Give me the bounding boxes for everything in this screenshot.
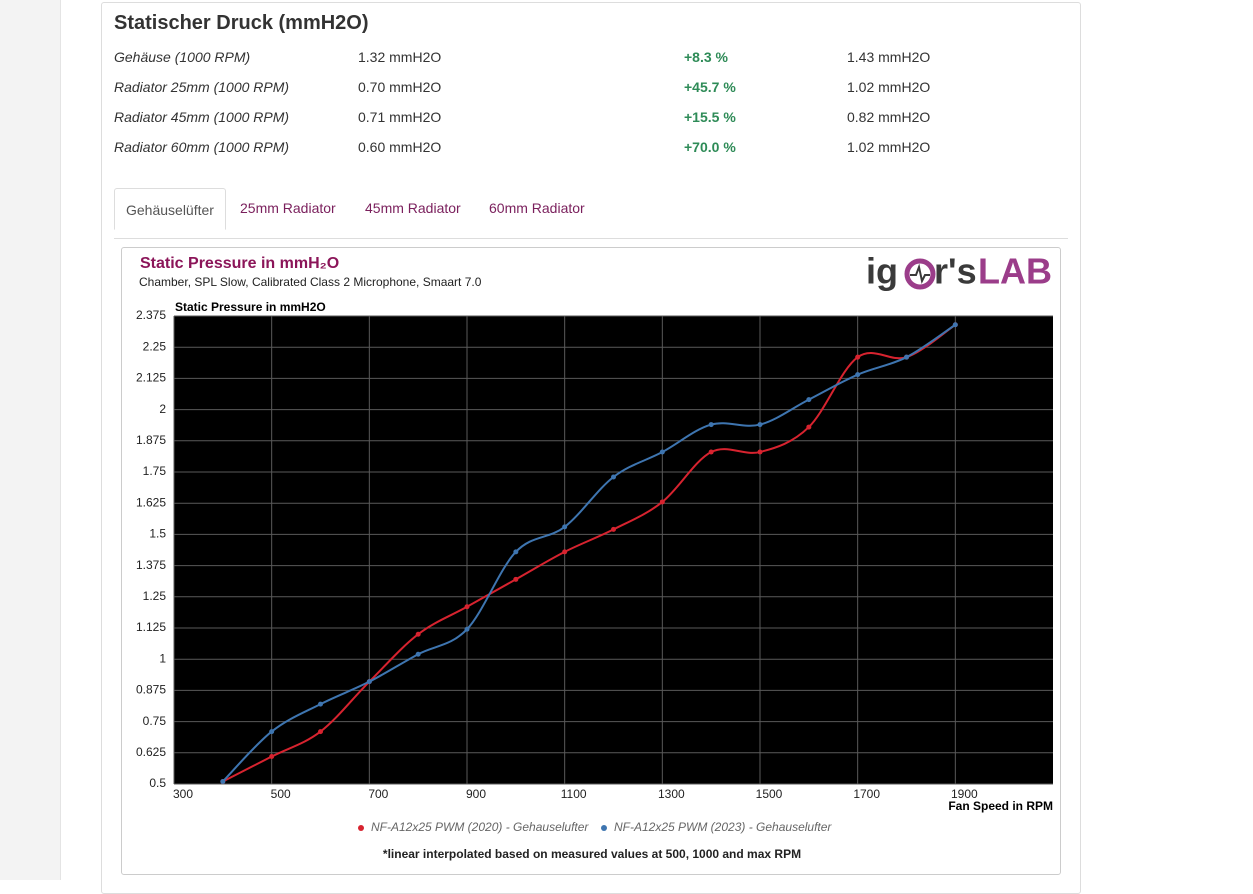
table-cell: +45.7 %: [684, 79, 736, 95]
data-point: [806, 424, 812, 430]
series-line: [222, 323, 956, 783]
table-cell: 1.43 mmH2O: [847, 49, 931, 65]
table-cell: 1.02 mmH2O: [847, 139, 931, 155]
logo-text: LAB: [978, 251, 1052, 292]
y-tick-label: 2.125: [136, 371, 166, 385]
sidebar: [0, 0, 61, 880]
data-point: [415, 631, 421, 637]
logo: ig r's LAB: [866, 251, 1052, 292]
data-point: [318, 729, 323, 735]
data-point: [757, 422, 763, 428]
table-cell: 1.02 mmH2O: [847, 79, 931, 95]
y-tick-label: 2: [159, 402, 166, 416]
data-point: [855, 372, 861, 378]
logo-icon: [904, 258, 936, 290]
chart: Static Pressure in mmH₂O Chamber, SPL Sl…: [136, 251, 1053, 861]
data-point: [659, 449, 665, 455]
table-cell: 0.60 mmH2O: [358, 139, 442, 155]
legend-item[interactable]: NF-A12x25 PWM (2023) - Gehauselufter: [601, 820, 832, 834]
y-tick-label: 1.125: [136, 620, 166, 634]
x-tick-label: 1900: [951, 787, 978, 801]
table-cell: +8.3 %: [684, 49, 728, 65]
data-point: [464, 626, 470, 632]
logo-icon: [910, 263, 930, 284]
chart-subtitle: Chamber, SPL Slow, Calibrated Class 2 Mi…: [139, 275, 482, 289]
data-point: [464, 604, 470, 610]
y-tick-label: 1.5: [149, 527, 166, 541]
data-point: [415, 651, 421, 657]
table-cell: Radiator 60mm (1000 RPM): [114, 139, 290, 155]
logo-text: ig: [866, 251, 898, 292]
x-tick-label: 1300: [658, 787, 685, 801]
y-tick-label: 0.5: [149, 776, 166, 790]
data-point: [806, 397, 812, 403]
tab[interactable]: 25mm Radiator: [240, 200, 336, 216]
data-point: [757, 449, 763, 455]
section-title: Statischer Druck (mmH2O): [114, 12, 369, 34]
data-point: [269, 754, 275, 760]
y-tick-label: 1.25: [143, 589, 167, 603]
y-tick-label: 2.375: [136, 308, 166, 322]
footnote: *linear interpolated based on measured v…: [383, 847, 801, 861]
table-cell: Radiator 25mm (1000 RPM): [114, 79, 290, 95]
tab-bar: Gehäuselüfter 25mm Radiator 45mm Radiator 6…: [114, 188, 1068, 239]
data-point: [562, 524, 568, 530]
table-cell: Gehäuse (1000 RPM): [114, 49, 251, 65]
table-cell: Radiator 45mm (1000 RPM): [114, 109, 290, 125]
y-tick-label: 1.875: [136, 433, 166, 447]
data-point: [513, 549, 519, 555]
table-cell: 0.70 mmH2O: [358, 79, 442, 95]
tab[interactable]: 45mm Radiator: [365, 200, 461, 216]
data-point: [611, 474, 616, 480]
data-point: [269, 729, 275, 735]
data-point: [366, 679, 372, 685]
y-tick-label: 1.75: [143, 464, 167, 478]
y-tick-label: 1.375: [136, 558, 166, 572]
plot-area: [174, 316, 1053, 784]
x-axis-label: Fan Speed in RPM: [948, 799, 1053, 813]
legend-item[interactable]: NF-A12x25 PWM (2020) - Gehauselufter: [358, 820, 589, 834]
data-point: [562, 549, 568, 555]
table-cell: 1.32 mmH2O: [358, 49, 442, 65]
table-cell: 0.71 mmH2O: [358, 109, 442, 125]
data-point: [318, 701, 323, 707]
data-point: [659, 499, 665, 505]
table-cell: +15.5 %: [684, 109, 736, 125]
y-tick-label: 0.875: [136, 683, 166, 697]
y-tick-label: 2.25: [143, 339, 167, 353]
data-point: [611, 526, 616, 532]
legend-label: NF-A12x25 PWM (2023) - Gehauselufter: [614, 820, 832, 834]
data-point: [708, 449, 714, 455]
data-point: [855, 354, 861, 360]
table-cell: +70.0 %: [684, 139, 736, 155]
series-line: [222, 323, 956, 783]
y-tick-label: 1: [159, 651, 166, 665]
data-point: [513, 576, 519, 582]
data-point: [708, 422, 714, 428]
x-tick-label: 1500: [756, 787, 783, 801]
x-tick-label: 1700: [853, 787, 880, 801]
table-cell: 0.82 mmH2O: [847, 109, 931, 125]
y-axis-label: Static Pressure in mmH2O: [175, 300, 326, 314]
logo-text: r's: [934, 251, 977, 292]
tab[interactable]: 60mm Radiator: [489, 200, 585, 216]
x-tick-label: 700: [368, 787, 388, 801]
x-tick-label: 900: [466, 787, 486, 801]
x-tick-label: 1100: [561, 787, 587, 801]
data-point: [220, 779, 226, 785]
legend-marker: [601, 825, 607, 831]
legend-marker: [358, 825, 364, 831]
y-tick-label: 0.75: [143, 714, 167, 728]
legend-label: NF-A12x25 PWM (2020) - Gehauselufter: [371, 820, 589, 834]
tab[interactable]: Gehäuselüfter: [114, 188, 226, 230]
data-point: [952, 322, 958, 328]
data-point: [904, 354, 909, 360]
y-tick-label: 0.625: [136, 745, 166, 759]
y-tick-label: 1.625: [136, 495, 166, 509]
chart-box: Static Pressure in mmH₂O Chamber, SPL Sl…: [121, 247, 1061, 875]
x-tick-label: 500: [271, 787, 291, 801]
x-tick-label: 300: [173, 787, 193, 801]
chart-title: Static Pressure in mmH₂O: [140, 255, 339, 272]
